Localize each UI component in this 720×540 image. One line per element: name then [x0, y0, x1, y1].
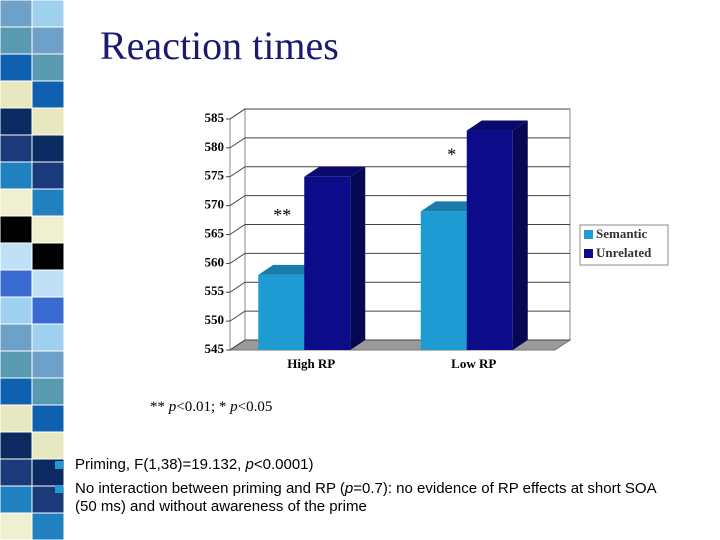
y-tick-label: 575	[205, 168, 225, 183]
stripe-square	[31, 404, 65, 433]
legend-label: Semantic	[596, 226, 648, 241]
grid-line	[229, 108, 570, 120]
stripe-square	[31, 242, 65, 271]
legend-swatch	[584, 230, 593, 239]
footnote-part: p	[168, 399, 177, 415]
bar-side	[512, 120, 528, 350]
y-tick-label: 545	[205, 341, 225, 356]
stripe-square	[31, 53, 65, 82]
stripe-square	[0, 107, 33, 136]
stripe-square	[31, 161, 65, 190]
footnote-part: p	[229, 399, 238, 415]
stripe-square	[31, 188, 65, 217]
grid-line	[229, 195, 570, 207]
bar-top	[304, 166, 366, 177]
y-tick-label: 570	[205, 197, 225, 212]
bullet-text: No interaction between priming and RP (	[75, 480, 345, 497]
stripe-square	[31, 80, 65, 109]
legend-box	[579, 224, 669, 266]
stripe-square	[31, 296, 65, 325]
x-tick-label: Low RP	[451, 356, 496, 371]
footnote-part: <0.05	[238, 399, 273, 415]
bullet-text: Priming, F(1,38)=19.132,	[75, 456, 246, 473]
grid-line	[229, 166, 570, 178]
stripe-square	[31, 0, 65, 28]
stripe-square	[0, 431, 33, 460]
stripe-square	[31, 215, 65, 244]
bullet: No interaction between priming and RP (p…	[55, 480, 675, 516]
y-tick-label: 565	[205, 225, 225, 240]
bullet-text: =0.7): no evidence of RP effects at shor…	[75, 480, 656, 515]
bar	[466, 130, 513, 350]
stripe-square	[31, 350, 65, 379]
stripe-square	[31, 431, 65, 460]
annotation: **	[273, 205, 291, 225]
stripe-square	[0, 26, 33, 55]
bar-side	[350, 166, 366, 350]
footnote-part: <0.01; *	[176, 399, 230, 415]
footnote: ** p<0.01; * p<0.05	[150, 399, 272, 415]
stripe-square	[31, 107, 65, 136]
bar	[258, 274, 305, 350]
stripe-square	[0, 80, 33, 109]
decor-stripe	[0, 0, 65, 540]
bar	[304, 176, 351, 350]
slide-title: Reaction times	[100, 23, 339, 68]
legend-swatch	[584, 249, 593, 258]
bullet-text: <0.0001)	[253, 456, 314, 473]
stripe-square	[0, 53, 33, 82]
bar	[420, 211, 467, 350]
stripe-square	[0, 188, 33, 217]
stripe-square	[0, 458, 33, 487]
footnote-part: **	[150, 399, 169, 415]
stripe-square	[0, 269, 33, 298]
stripe-square	[0, 242, 33, 271]
bar-top	[420, 201, 482, 212]
y-tick-label: 555	[205, 283, 225, 298]
stripe-square	[0, 215, 33, 244]
stripe-square	[0, 323, 33, 352]
stripe-square	[0, 134, 33, 163]
stripe-square	[31, 323, 65, 352]
legend-label: Unrelated	[596, 245, 652, 260]
bar-top	[258, 264, 320, 275]
stripe-square	[31, 26, 65, 55]
stripe-square	[31, 269, 65, 298]
stripe-square	[31, 377, 65, 406]
chart: 545 550 555 560 565 570 575 580 585 High RP Low RP…	[205, 108, 669, 371]
y-tick-label: 550	[205, 312, 225, 327]
bullet-text: p	[344, 480, 354, 497]
x-tick-label: High RP	[287, 356, 335, 371]
stripe-square	[0, 350, 33, 379]
bullet-text: p	[245, 456, 254, 473]
stripe-square	[0, 404, 33, 433]
y-tick-label: 585	[205, 110, 225, 125]
stripe-square	[0, 296, 33, 325]
stripe-square	[0, 377, 33, 406]
stripe-square	[0, 485, 33, 514]
stripe-square	[0, 161, 33, 190]
bar-top	[466, 120, 528, 131]
stripe-square	[0, 512, 33, 540]
stripe-square	[0, 0, 33, 28]
y-tick-label: 580	[205, 139, 225, 154]
y-tick-label: 560	[205, 254, 225, 269]
stripe-square	[31, 512, 65, 540]
grid-line	[229, 137, 570, 149]
stripe-square	[31, 134, 65, 163]
bullet: Priming, F(1,38)=19.132, p<0.0001)	[55, 456, 675, 474]
annotation: *	[447, 145, 456, 165]
